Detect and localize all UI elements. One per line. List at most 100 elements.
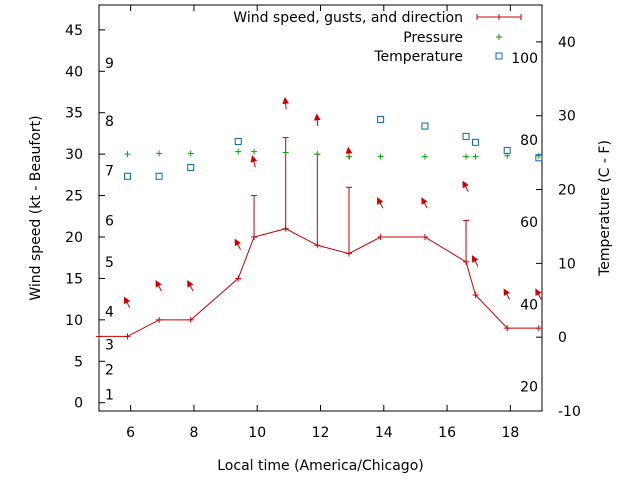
- temperature-point: [377, 115, 385, 123]
- pressure-point: [472, 153, 479, 160]
- y2-tick-label: -10: [558, 404, 581, 420]
- legend-label-wind: Wind speed, gusts, and direction: [233, 10, 463, 26]
- arrow-head: [503, 288, 510, 296]
- beaufort-label: 4: [105, 305, 114, 321]
- pressure-point: [377, 153, 384, 160]
- fahrenheit-label: 60: [520, 215, 538, 231]
- y-axis-title: Wind speed (kt - Beaufort): [28, 115, 44, 300]
- beaufort-label: 8: [105, 114, 114, 130]
- wind-direction-arrow: [313, 113, 321, 127]
- arrow-head: [377, 197, 384, 205]
- y-tick-label: 25: [65, 189, 83, 205]
- y2-axis-title: Temperature (C - F): [597, 140, 613, 277]
- beaufort-label: 9: [105, 56, 114, 72]
- x-axis-title: Local time (America/Chicago): [217, 458, 423, 474]
- arrow-head: [123, 296, 131, 305]
- temperature-point: [155, 172, 163, 180]
- beaufort-label: 2: [105, 363, 114, 379]
- pressure-point: [156, 150, 163, 157]
- x-tick-label: 16: [438, 425, 456, 441]
- y2-tick-label: 0: [558, 330, 567, 346]
- legend-label-pressure: Pressure: [403, 30, 463, 46]
- arrow-head: [187, 280, 194, 288]
- temperature-series: [123, 115, 543, 180]
- pressure-point: [235, 148, 242, 155]
- beaufort-label: 3: [105, 338, 114, 354]
- wind-direction-arrow: [234, 238, 242, 250]
- y-tick-label: 5: [74, 354, 83, 370]
- temperature-point: [503, 146, 511, 154]
- legend: Wind speed, gusts, and direction Pressure…: [233, 10, 522, 65]
- arrow-head: [535, 288, 542, 296]
- y-tick-label: 10: [65, 313, 83, 329]
- wind-series: [96, 137, 542, 340]
- pressure-point: [463, 153, 470, 160]
- pressure-point: [251, 148, 258, 155]
- arrow-head: [155, 280, 162, 288]
- arrow-head: [234, 238, 241, 247]
- temperature-point: [462, 132, 470, 140]
- temperature-point: [472, 138, 480, 146]
- plot-frame: [98, 4, 543, 412]
- x-tick-label: 8: [189, 425, 198, 441]
- y-tick-label: 30: [65, 147, 83, 163]
- y-tick-label: 45: [65, 23, 83, 39]
- y-tick-label: 40: [65, 64, 83, 80]
- arrow-head: [250, 155, 258, 163]
- x-tick-label: 10: [248, 425, 266, 441]
- fahrenheit-label: 40: [520, 298, 538, 314]
- wind-direction-arrow: [462, 180, 469, 192]
- beaufort-label: 1: [105, 387, 114, 403]
- pressure-series: [124, 148, 542, 160]
- wind-direction-arrow: [377, 197, 384, 209]
- y2-tick-label: 10: [558, 256, 576, 272]
- arrow-head: [313, 113, 321, 121]
- fahrenheit-label: 80: [520, 133, 538, 149]
- y2-tick-label: 30: [558, 109, 576, 125]
- wind-direction-arrow: [345, 146, 353, 160]
- fahrenheit-label: 20: [520, 380, 538, 396]
- pressure-point: [124, 151, 131, 158]
- legend-swatch-pressure: [496, 34, 502, 40]
- legend-label-temperature: Temperature: [373, 49, 463, 65]
- wind-direction-arrow: [503, 288, 510, 300]
- y2-tick-label: 20: [558, 183, 576, 199]
- y-tick-label: 15: [65, 271, 83, 287]
- x-tick-label: 14: [375, 425, 393, 441]
- x-tick-label: 12: [312, 425, 330, 441]
- axes: 6 8 10 12 14 16 18051015202530354045-100102030…: [28, 5, 613, 474]
- wind-direction-arrow: [421, 197, 428, 209]
- arrow-head: [462, 180, 469, 189]
- temperature-point: [123, 172, 131, 180]
- wind-direction-arrow: [187, 280, 194, 292]
- temperature-point: [421, 122, 429, 130]
- x-tick-label: 18: [501, 425, 519, 441]
- pressure-point: [282, 149, 289, 156]
- legend-swatch-temperature: [495, 52, 503, 60]
- arrow-head: [421, 197, 428, 205]
- arrow-head: [282, 96, 290, 104]
- x-tick-label: 6: [126, 425, 135, 441]
- wind-direction-arrow: [250, 155, 258, 168]
- pressure-point: [421, 153, 428, 160]
- arrow-head: [472, 255, 479, 263]
- arrow-head: [345, 146, 353, 154]
- temperature-point: [535, 154, 543, 162]
- pressure-point: [535, 152, 542, 159]
- fahrenheit-label: 100: [511, 51, 538, 67]
- wind-direction-arrow: [155, 280, 162, 292]
- beaufort-label: 6: [105, 213, 114, 229]
- wind-direction-arrows: [123, 96, 542, 308]
- y-tick-label: 20: [65, 230, 83, 246]
- beaufort-label: 7: [105, 164, 114, 180]
- wind-direction-arrow: [123, 296, 131, 308]
- y-tick-label: 0: [74, 396, 83, 412]
- beaufort-label: 5: [105, 255, 114, 271]
- pressure-point: [187, 150, 194, 157]
- temperature-point: [234, 138, 242, 146]
- y-tick-label: 35: [65, 106, 83, 122]
- temperature-point: [187, 163, 195, 171]
- wind-direction-arrow: [535, 288, 542, 300]
- plot-border: [98, 4, 543, 412]
